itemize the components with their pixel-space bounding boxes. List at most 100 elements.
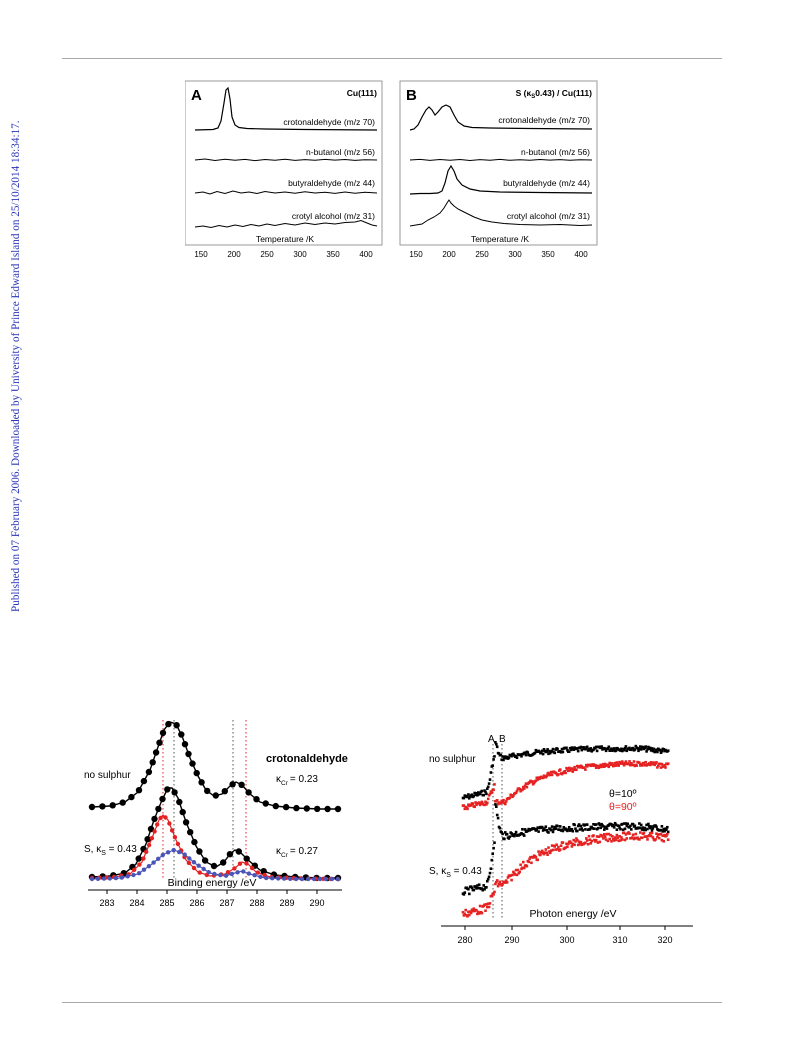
nexafs-label-sulphur: S, κS = 0.43 <box>429 866 482 879</box>
nexafs-no-sulphur-10deg-point <box>476 794 479 797</box>
nexafs-no-sulphur-10deg-point <box>625 749 629 753</box>
nexafs-no-sulphur-90deg-point <box>495 799 499 802</box>
xps-blue-marker <box>246 871 252 876</box>
xps-sulphur-black-marker <box>144 836 151 843</box>
nexafs-no-sulphur-10deg-point <box>644 745 647 748</box>
panel-a-xtick: 150 <box>194 250 208 259</box>
nexafs-no-sulphur-10deg-point <box>486 787 489 790</box>
nexafs-sulphur-90deg-point <box>621 838 624 841</box>
nexafs-no-sulphur-90deg-point <box>547 771 550 775</box>
nexafs-no-sulphur-90deg-point <box>550 773 554 777</box>
nexafs-no-sulphur-10deg-point <box>565 746 568 750</box>
xps-red-marker <box>132 867 137 872</box>
nexafs-no-sulphur-10deg-point <box>579 745 583 749</box>
nexafs-sulphur-90deg-point <box>549 851 552 855</box>
xps-blue-marker <box>119 875 124 880</box>
xps-blue-marker <box>191 860 197 865</box>
nexafs-no-sulphur-90deg-point <box>525 785 529 789</box>
nexafs-sulphur-90deg-point <box>648 834 651 837</box>
panel-a-butyraldehyde-trace <box>194 190 378 195</box>
nexafs-sulphur-90deg-point <box>665 834 668 837</box>
nexafs-sulphur-10deg-point <box>561 829 565 833</box>
nexafs-no-sulphur-90deg-point <box>585 765 589 768</box>
nexafs-no-sulphur-10deg-point <box>495 745 499 749</box>
nexafs-no-sulphur-90deg-point <box>557 773 560 776</box>
nexafs-sulphur-90deg-point <box>657 833 660 836</box>
nexafs-no-sulphur-90deg-point <box>631 763 635 767</box>
nexafs-no-sulphur-10deg-point <box>491 764 494 767</box>
xps-sulphur-black-marker <box>196 848 203 855</box>
xps-sulphur-black-marker <box>243 855 250 862</box>
nexafs-no-sulphur-10deg-point <box>526 751 530 754</box>
panel-b-xtick: 300 <box>508 250 522 259</box>
xps-red-marker <box>146 842 152 848</box>
nexafs-no-sulphur-90deg-point <box>500 799 503 803</box>
nexafs-sulphur-90deg-point <box>570 845 574 848</box>
xps-blue-marker <box>293 876 299 882</box>
nexafs-sulphur-10deg-point <box>648 825 651 828</box>
nexafs-sulphur-10deg-point <box>474 885 477 889</box>
xps-blue-marker <box>223 873 229 878</box>
xps-no-sulphur-marker <box>135 787 143 794</box>
nexafs-sulphur-10deg-point <box>493 841 496 844</box>
nexafs-no-sulphur-90deg-point <box>534 779 538 782</box>
nexafs-sulphur-10deg-point <box>522 833 525 836</box>
nexafs-no-sulphur-90deg-point <box>532 781 536 785</box>
xps-blue-marker <box>218 872 223 878</box>
nexafs-x-ticks <box>464 926 666 930</box>
nexafs-no-sulphur-90deg-point <box>542 774 546 777</box>
nexafs-sulphur-10deg-point <box>666 825 669 829</box>
nexafs-no-sulphur-10deg-point <box>546 748 549 751</box>
nexafs-sulphur-90deg-point <box>549 849 553 852</box>
nexafs-no-sulphur-90deg-point <box>524 782 528 785</box>
nexafs-sulphur-10deg-point <box>463 891 467 894</box>
nexafs-no-sulphur-90deg-point <box>583 766 586 769</box>
nexafs-no-sulphur-90deg-point <box>477 801 481 804</box>
nexafs-sulphur-10deg-point <box>501 832 504 836</box>
xps-blue-marker <box>252 873 257 878</box>
nexafs-sulphur-10deg-point <box>522 834 526 837</box>
nexafs-no-sulphur-10deg-point <box>604 749 608 753</box>
xps-no-sulphur-marker <box>272 802 279 810</box>
nexafs-no-sulphur-90deg-point <box>518 787 521 791</box>
nexafs-no-sulphur-90deg-point <box>519 789 522 793</box>
nexafs-no-sulphur-10deg-point <box>628 746 631 750</box>
xps-no-sulphur-marker <box>165 720 172 728</box>
nexafs-sulphur-10deg-point <box>585 823 589 826</box>
nexafs-sulphur-90deg-point <box>512 870 515 874</box>
xps-blue-marker <box>177 849 182 855</box>
tpd-panel-a: A Cu(111) crotonaldehyde (m/z 70) n-buta… <box>185 80 383 259</box>
xps-xtick: 288 <box>249 898 264 908</box>
nexafs-no-sulphur-90deg-point <box>514 791 518 795</box>
nexafs-no-sulphur-10deg-point <box>560 747 564 751</box>
panel-b-crotyl-alcohol-trace <box>409 199 593 227</box>
nexafs-legend-90deg: θ=90º <box>609 801 637 813</box>
nexafs-sulphur-90deg-point <box>631 833 635 837</box>
xps-red-marker <box>149 836 155 841</box>
nexafs-sulphur-90deg-point <box>504 879 508 882</box>
xps-red-marker <box>167 821 172 826</box>
xps-sulphur-black-marker <box>179 808 186 816</box>
nexafs-sulphur-10deg-point <box>613 821 617 825</box>
nexafs-sulphur-10deg-point <box>495 805 498 808</box>
xps-no-sulphur-marker <box>314 805 321 813</box>
nexafs-sulphur-10deg-point <box>648 826 652 830</box>
xps-no-sulphur-marker <box>303 805 310 812</box>
nexafs-sulphur-90deg-point <box>543 851 547 854</box>
nexafs-sulphur-90deg-point <box>654 838 657 841</box>
nexafs-sulphur-10deg-point <box>551 830 555 834</box>
panel-a-crotyl-alcohol-trace <box>194 219 378 229</box>
nexafs-sulphur-90deg-point <box>657 836 661 840</box>
nexafs-sulphur-10deg-point <box>612 826 616 829</box>
nexafs-no-sulphur-10deg-point <box>487 782 491 785</box>
xps-kcr-bottom: κCr = 0.27 <box>276 846 318 859</box>
nexafs-no-sulphur-10deg-point <box>488 778 492 781</box>
nexafs-no-sulphur-90deg-point <box>603 762 607 766</box>
xps-blue-marker <box>196 863 201 868</box>
panel-a-xlabel: Temperature /K <box>256 234 314 244</box>
nexafs-sulphur-90deg-point <box>636 836 639 839</box>
nexafs-no-sulphur-90deg-point <box>649 761 653 764</box>
nexafs-sulphur-90deg-point <box>545 851 548 855</box>
nexafs-sulphur-90deg-point <box>470 908 474 912</box>
xps-red-marker <box>172 835 178 840</box>
